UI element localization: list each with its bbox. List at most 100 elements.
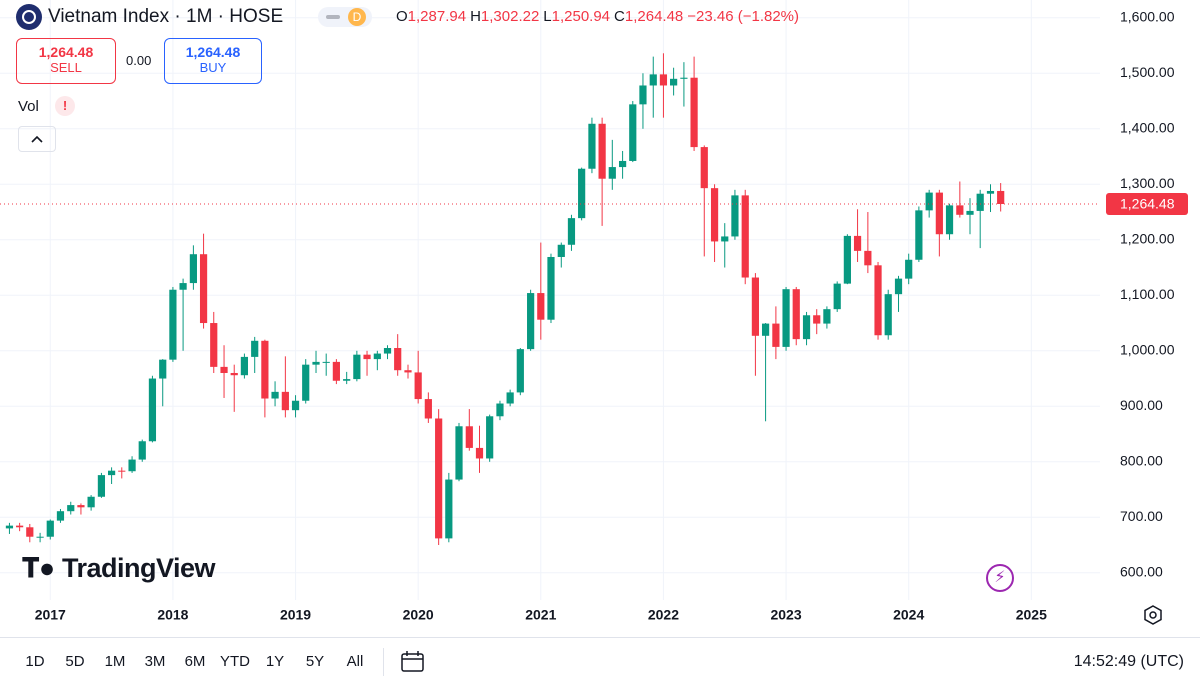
candle-body: [46, 520, 54, 537]
candle-body: [332, 361, 340, 381]
candle-body: [128, 459, 136, 472]
buy-label: BUY: [199, 60, 227, 75]
candle-body: [230, 372, 238, 376]
toolbar: 1D 5D 1M 3M 6M YTD 1Y 5Y All 14:52:49 (UTC): [0, 637, 1200, 687]
candle-body: [833, 283, 841, 310]
candle-body: [394, 348, 402, 371]
candle-body: [159, 359, 167, 379]
candle-body: [271, 391, 279, 399]
buy-price: 1,264.48: [185, 44, 241, 60]
symbol-title[interactable]: Vietnam Index · 1M · HOSE: [48, 6, 284, 27]
status-badge: D: [318, 7, 372, 27]
candle-body: [26, 527, 34, 537]
indicator-warning[interactable]: !: [55, 96, 75, 116]
buy-button[interactable]: 1,264.48 BUY: [164, 38, 262, 84]
range-button[interactable]: 1M: [104, 653, 126, 670]
candle-body: [537, 293, 545, 320]
candle-body: [802, 315, 811, 340]
range-button[interactable]: 5Y: [305, 653, 325, 670]
candle-body: [751, 277, 760, 336]
candle-body: [97, 475, 106, 497]
candle-body: [414, 372, 422, 400]
range-buttons: 1D 5D 1M 3M 6M YTD 1Y 5Y All: [15, 653, 375, 671]
settings-icon[interactable]: [1142, 604, 1164, 626]
candle-body: [516, 349, 524, 393]
ohlc-key: C: [614, 8, 625, 25]
range-button[interactable]: All: [346, 653, 364, 670]
candle-body: [843, 235, 851, 284]
range-button[interactable]: 3M: [144, 653, 166, 670]
candle-body: [199, 254, 208, 324]
candle-body: [782, 289, 790, 347]
candle-body: [383, 348, 392, 354]
candle-body: [210, 323, 218, 367]
candle-body: [629, 104, 637, 161]
candle-body: [680, 77, 688, 79]
candle-body: [700, 147, 708, 189]
candle-body: [956, 205, 964, 215]
candle-body: [496, 403, 504, 417]
candle-body: [67, 505, 75, 512]
candle-body: [945, 205, 954, 235]
indicator-name[interactable]: Vol: [18, 98, 39, 115]
candle-body: [302, 364, 310, 401]
clock[interactable]: 14:52:49 (UTC): [1073, 653, 1184, 670]
candle-body: [894, 278, 903, 295]
candle-body: [547, 256, 555, 320]
candle-body: [598, 123, 606, 179]
y-tick-label: 600.00: [1120, 564, 1163, 580]
date-range-icon[interactable]: [399, 650, 427, 676]
candle-body: [925, 192, 933, 211]
x-tick-label: 2020: [403, 607, 434, 623]
candle-body: [118, 470, 126, 472]
x-tick-label: 2025: [1016, 607, 1047, 623]
sell-button[interactable]: 1,264.48 SELL: [16, 38, 116, 84]
y-tick-label: 700.00: [1120, 508, 1163, 524]
candle-body: [649, 74, 657, 86]
x-tick-label: 2024: [893, 607, 924, 623]
candle-body: [77, 505, 85, 508]
symbol-icon: [16, 4, 42, 30]
candle-body: [312, 361, 320, 365]
candle-body: [404, 370, 412, 373]
spread: 0.00: [126, 53, 152, 68]
candle-body: [251, 340, 259, 357]
candle-body: [435, 418, 443, 539]
last-price-label: 1,264.48: [1120, 196, 1175, 212]
candle-body: [823, 309, 831, 324]
y-tick-label: 800.00: [1120, 452, 1163, 468]
candle-body: [107, 470, 116, 476]
candle-body: [138, 441, 146, 460]
candle-body: [721, 236, 729, 242]
lightning-icon[interactable]: ⚡︎: [986, 564, 1014, 592]
ohlc-value: 1,302.22: [480, 8, 540, 25]
candle-body: [169, 289, 177, 360]
range-button[interactable]: 1D: [25, 653, 45, 670]
range-button[interactable]: 6M: [184, 653, 206, 670]
candle-body: [557, 244, 565, 257]
candle-body: [905, 259, 913, 279]
divider: [383, 648, 384, 676]
ohlc-key: L: [543, 8, 552, 25]
ohlc-value: 1,250.94: [551, 8, 611, 25]
candle-body: [455, 426, 463, 480]
candle-body: [189, 254, 197, 284]
candle-body: [87, 496, 95, 508]
candle-body: [148, 378, 157, 442]
x-tick-label: 2017: [35, 607, 66, 623]
candle-body: [36, 536, 44, 538]
chart: 2017 2018 2019 2020 2021 2022 2023 2024 2025 600.…: [0, 0, 1188, 623]
candle-body: [363, 354, 371, 360]
candle-body: [56, 511, 65, 521]
candle-body: [527, 293, 535, 350]
x-tick-label: 2018: [157, 607, 188, 623]
candle-body: [884, 294, 892, 336]
range-button[interactable]: 5D: [65, 653, 85, 670]
range-button[interactable]: YTD: [220, 653, 250, 670]
collapse-button[interactable]: [18, 126, 56, 152]
x-tick-label: 2023: [770, 607, 801, 623]
sell-label: SELL: [50, 60, 82, 75]
candle-body: [588, 123, 596, 169]
range-button[interactable]: 1Y: [265, 653, 285, 670]
ohlc-key: O: [396, 8, 408, 25]
